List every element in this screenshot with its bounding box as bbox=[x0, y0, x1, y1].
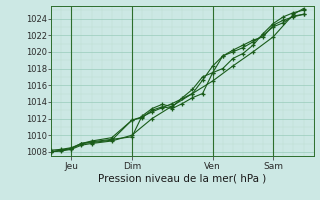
X-axis label: Pression niveau de la mer( hPa ): Pression niveau de la mer( hPa ) bbox=[98, 173, 267, 183]
